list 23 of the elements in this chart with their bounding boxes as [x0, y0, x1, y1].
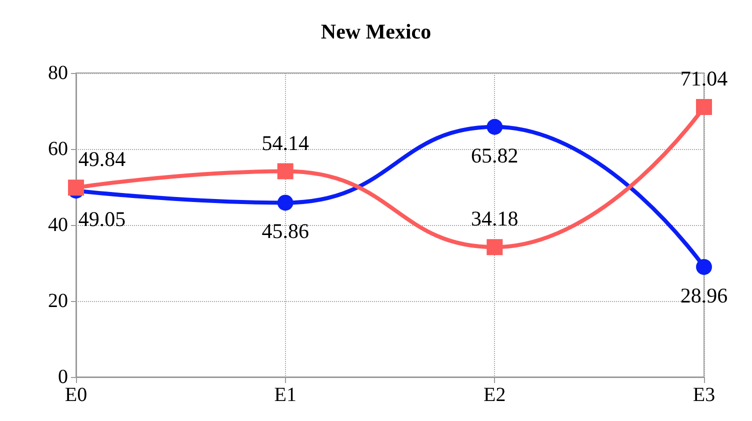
x-tick-label: E2	[484, 384, 506, 406]
point	[486, 118, 503, 135]
data-label: 49.84	[78, 147, 126, 172]
data-label: 34.18	[471, 206, 518, 231]
chart-title: New Mexico	[320, 20, 432, 44]
point	[277, 163, 294, 180]
y-tick-label: 80	[48, 62, 68, 84]
data-label: 28.96	[680, 283, 728, 308]
data-label: 71.04	[680, 66, 728, 91]
x-tick-label: E1	[274, 384, 296, 406]
point	[696, 258, 712, 275]
data-label: 45.86	[262, 219, 309, 244]
point	[68, 180, 84, 196]
y-tick-label: 20	[48, 290, 68, 312]
point	[696, 99, 712, 116]
y-tick-label: 40	[48, 214, 68, 236]
data-label: 49.05	[78, 207, 126, 232]
x-tick-label: E3	[692, 384, 716, 406]
point	[277, 194, 294, 211]
data-label: 54.14	[262, 130, 310, 155]
point	[486, 239, 503, 256]
y-tick-label: 60	[48, 138, 68, 160]
data-label: 65.82	[471, 143, 518, 168]
